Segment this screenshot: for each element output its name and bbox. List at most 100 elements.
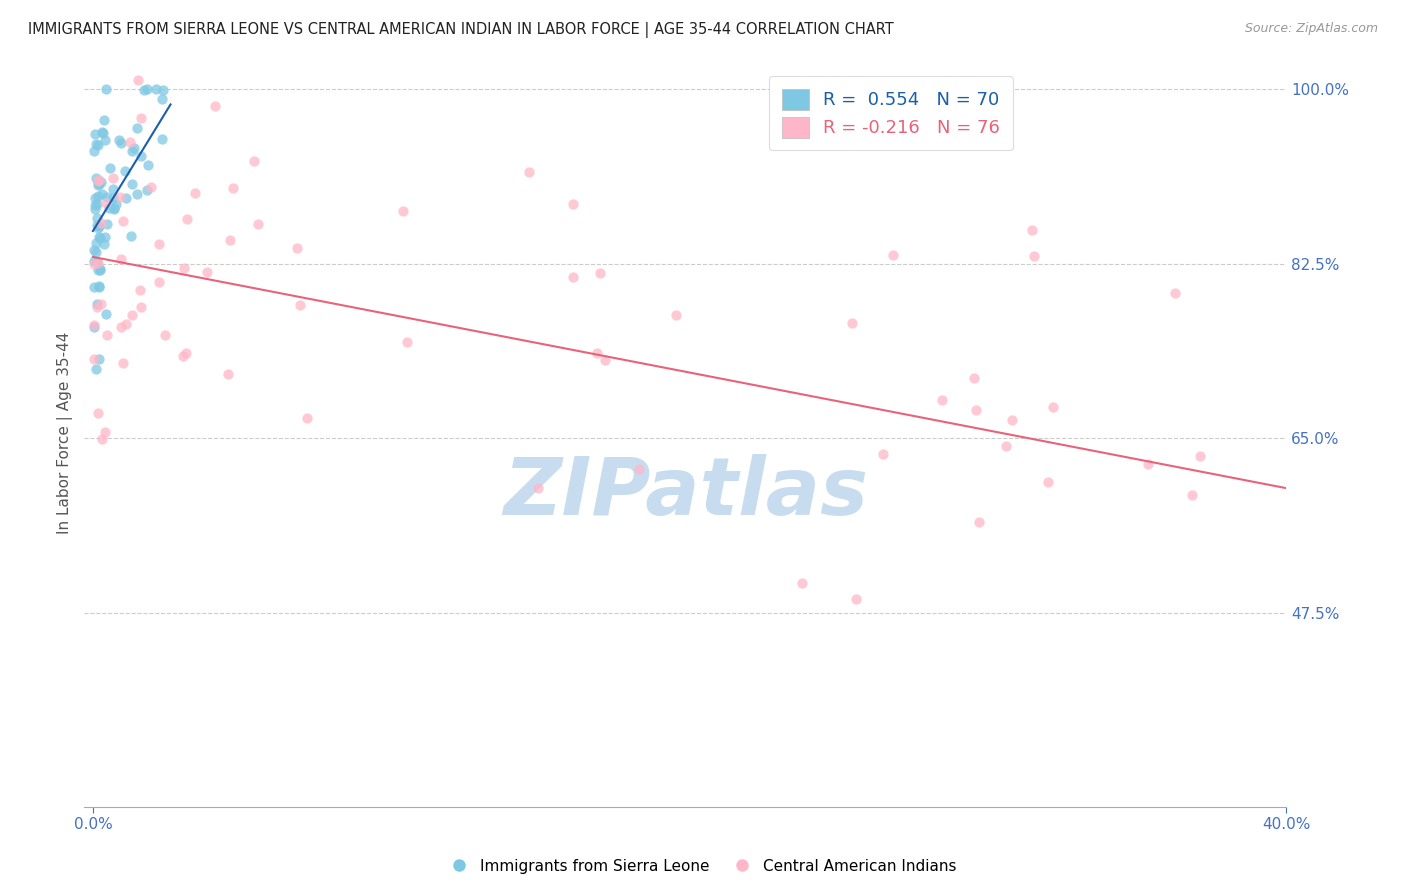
Point (87, 279, 110, 293)
Point (589, 266, 612, 280)
Point (89, 172, 111, 186)
Point (841, 316, 863, 330)
Text: ZIPatlas: ZIPatlas (502, 454, 868, 533)
Point (89, 261, 111, 276)
Point (84, 136, 107, 151)
Point (994, 439, 1017, 453)
Point (392, 204, 415, 219)
Point (174, 346, 197, 360)
Point (83, 254, 105, 268)
Point (87, 178, 110, 193)
Point (94, 82, 117, 96)
Point (593, 353, 616, 368)
Point (288, 298, 311, 312)
Point (110, 320, 132, 334)
Point (965, 403, 987, 417)
Point (86, 254, 108, 268)
Point (83, 318, 105, 332)
Point (91, 126, 114, 140)
Point (83, 191, 105, 205)
Point (94, 196, 117, 211)
Point (84, 171, 107, 186)
Point (112, 356, 135, 370)
Point (129, 300, 152, 314)
Point (87, 188, 110, 202)
Point (84, 202, 107, 217)
Point (931, 393, 953, 408)
Point (96, 190, 118, 204)
Point (872, 447, 894, 461)
Point (153, 328, 176, 343)
Point (86, 296, 108, 310)
Point (101, 191, 124, 205)
Point (121, 308, 143, 322)
Point (98, 161, 121, 175)
Point (586, 346, 609, 360)
Point (114, 164, 136, 178)
Point (90, 296, 112, 310)
Point (1021, 223, 1043, 237)
Point (91, 187, 114, 202)
Point (83, 352, 105, 367)
Point (561, 270, 583, 285)
Point (101, 171, 124, 186)
Point (87, 178, 110, 192)
Point (89, 230, 111, 244)
Point (135, 183, 157, 197)
Point (84, 245, 107, 260)
Point (845, 591, 868, 606)
Point (83, 127, 105, 141)
Point (562, 196, 585, 211)
Point (84, 361, 107, 376)
Point (136, 158, 159, 172)
Point (131, 149, 153, 163)
Point (94, 133, 117, 147)
Point (218, 233, 240, 247)
Point (665, 308, 688, 322)
Point (96, 217, 118, 231)
Point (93, 112, 115, 127)
Point (84, 235, 107, 250)
Point (86, 406, 108, 420)
Point (107, 133, 129, 147)
Point (94, 307, 117, 321)
Point (1038, 475, 1060, 489)
Point (969, 516, 991, 530)
Point (1188, 450, 1211, 464)
Point (285, 241, 308, 255)
Point (91, 125, 114, 139)
Text: Source: ZipAtlas.com: Source: ZipAtlas.com (1244, 22, 1378, 36)
Point (83, 257, 105, 271)
Point (127, 186, 149, 201)
Point (90, 216, 112, 230)
Point (121, 177, 143, 191)
Point (150, 92, 173, 106)
Point (1001, 413, 1024, 427)
Point (246, 217, 269, 231)
Point (136, 82, 159, 96)
Point (128, 283, 150, 297)
Point (204, 99, 226, 113)
Point (118, 135, 141, 149)
Point (963, 371, 986, 385)
Legend: Immigrants from Sierra Leone, Central American Indians: Immigrants from Sierra Leone, Central Am… (443, 853, 963, 880)
Point (1042, 400, 1064, 414)
Point (83, 144, 105, 158)
Point (1024, 249, 1046, 263)
Point (222, 181, 245, 195)
Point (527, 481, 550, 495)
Point (90, 175, 112, 189)
Point (129, 112, 152, 126)
Text: IMMIGRANTS FROM SIERRA LEONE VS CENTRAL AMERICAN INDIAN IN LABOR FORCE | AGE 35-: IMMIGRANTS FROM SIERRA LEONE VS CENTRAL … (28, 22, 894, 38)
Point (103, 201, 125, 215)
Point (148, 275, 170, 289)
Point (1136, 458, 1159, 472)
Point (87, 221, 110, 235)
Point (89, 263, 111, 277)
Point (87, 219, 110, 233)
Point (124, 141, 146, 155)
Point (195, 265, 218, 279)
Point (184, 186, 207, 201)
Point (628, 462, 651, 476)
Point (86, 138, 108, 153)
